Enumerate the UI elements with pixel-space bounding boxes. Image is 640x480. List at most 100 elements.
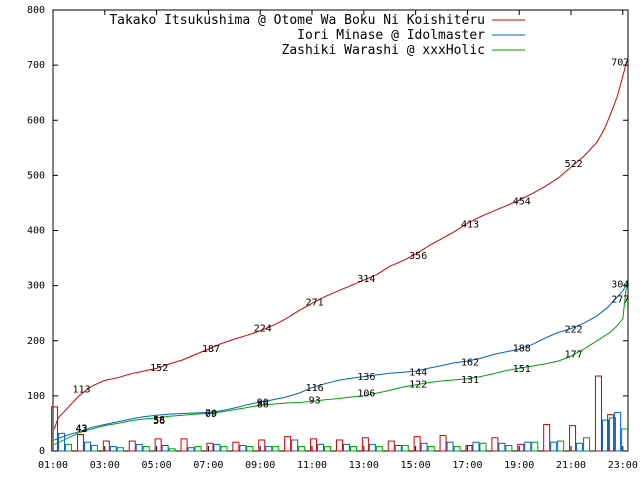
bar-series-1 xyxy=(284,436,292,452)
bar-series-2 xyxy=(576,442,584,452)
bar-series-1 xyxy=(154,438,162,452)
bar-series-1 xyxy=(310,438,318,452)
x-tick-label: 13:00 xyxy=(349,460,379,471)
bar-series-3 xyxy=(479,442,487,452)
data-label-series-1: 522 xyxy=(565,159,583,170)
data-label-series-1: 314 xyxy=(357,274,375,285)
bar-series-2 xyxy=(524,441,532,452)
data-label-series-3: 177 xyxy=(565,349,583,360)
data-label-series-1: 413 xyxy=(461,219,479,230)
bar-series-2 xyxy=(109,446,117,452)
data-label-series-2: 42 xyxy=(75,424,87,435)
x-tick-label: 21:00 xyxy=(556,460,586,471)
data-labels: 113 152 187 224 271 314 356 413 454 522 707 42 58 70 9… xyxy=(72,57,629,435)
series-line-2 xyxy=(54,283,628,441)
bar-series-1 xyxy=(76,433,84,452)
bar-series-3 xyxy=(505,444,513,452)
bar-series-3 xyxy=(272,446,280,452)
bar-series-1 xyxy=(594,375,602,452)
data-label-series-3: 151 xyxy=(513,364,531,375)
bar-series-1 xyxy=(206,442,214,452)
x-tick-label: 07:00 xyxy=(193,460,223,471)
legend-label-series-3: Zashiki Warashi @ xxxHolic xyxy=(282,43,486,58)
legend-label-series-2: Iori Minase @ Idolmaster xyxy=(297,28,485,43)
bar-series-3 xyxy=(557,440,565,452)
x-tick-label: 03:00 xyxy=(90,460,120,471)
y-tick-label: 600 xyxy=(27,115,45,126)
bar-series-2 xyxy=(342,443,350,452)
x-tick-label: 01:00 xyxy=(38,460,68,471)
bar-series-1 xyxy=(128,440,136,452)
bar-series-3 xyxy=(194,446,202,452)
data-label-series-3: 93 xyxy=(309,396,321,407)
data-label-series-1: 152 xyxy=(150,363,168,374)
bar-series-2 xyxy=(614,411,622,452)
data-label-series-3: 43 xyxy=(75,423,87,434)
bars-group xyxy=(51,375,629,452)
x-tick-label: 23:00 xyxy=(608,460,638,471)
data-label-series-1: 454 xyxy=(513,197,531,208)
series-line-1 xyxy=(53,61,628,430)
data-label-series-3: 304 xyxy=(611,279,629,290)
bar-series-1 xyxy=(361,437,369,452)
bar-series-1 xyxy=(258,439,266,452)
x-tick-label: 19:00 xyxy=(504,460,534,471)
bar-series-1 xyxy=(543,424,551,452)
data-label-series-1: 707 xyxy=(611,57,629,68)
y-tick-label: 700 xyxy=(27,60,45,71)
legend: Takako Itsukushima @ Otome Wa Boku Ni Ko… xyxy=(109,13,525,58)
data-label-series-3: 69 xyxy=(205,409,217,420)
bar-series-1 xyxy=(180,438,188,452)
bar-series-1 xyxy=(387,440,395,452)
bar-series-1 xyxy=(439,435,447,452)
x-tick-label: 11:00 xyxy=(297,460,327,471)
bar-series-2 xyxy=(394,444,402,452)
bar-series-2 xyxy=(187,447,195,452)
bar-series-2 xyxy=(135,443,143,452)
y-tick-label: 200 xyxy=(27,336,45,347)
bar-series-2 xyxy=(472,441,480,452)
y-axis: 0 100 200 300 400 500 600 700 800 xyxy=(27,5,628,457)
data-label-series-1: 356 xyxy=(409,251,427,262)
bar-series-2 xyxy=(498,442,506,452)
plot-frame xyxy=(52,9,629,452)
bar-series-2 xyxy=(446,441,454,452)
data-label-series-1: 187 xyxy=(202,344,220,355)
bar-series-3 xyxy=(375,446,383,452)
bar-series-3 xyxy=(427,446,435,452)
bar-series-3 xyxy=(349,446,357,452)
bar-series-3 xyxy=(401,444,409,452)
data-label-series-2: 222 xyxy=(565,325,583,336)
data-label-series-3: 86 xyxy=(257,400,269,411)
y-tick-label: 100 xyxy=(27,391,45,402)
y-tick-label: 0 xyxy=(39,446,45,457)
bar-series-1 xyxy=(413,436,421,452)
bar-series-2 xyxy=(368,443,376,452)
data-label-series-2: 136 xyxy=(357,372,375,383)
bar-series-2 xyxy=(550,441,558,452)
bar-series-2 xyxy=(601,419,609,452)
data-label-series-2: 58 xyxy=(153,415,165,426)
data-label-series-3: 56 xyxy=(153,416,165,427)
bar-series-3 xyxy=(116,447,124,452)
data-label-series-2: 277 xyxy=(611,294,629,305)
data-label-series-2: 116 xyxy=(306,383,324,394)
data-label-series-3: 106 xyxy=(357,389,375,400)
x-tick-label: 05:00 xyxy=(142,460,172,471)
bar-series-1 xyxy=(232,441,240,452)
bar-series-2 xyxy=(420,442,428,452)
data-label-series-2: 70 xyxy=(205,408,217,419)
bar-series-1 xyxy=(491,437,499,452)
series-lines xyxy=(53,61,628,445)
x-tick-label: 09:00 xyxy=(245,460,275,471)
bar-series-3 xyxy=(142,446,150,452)
bar-series-2 xyxy=(161,444,169,452)
legend-label-series-1: Takako Itsukushima @ Otome Wa Boku Ni Ko… xyxy=(109,13,485,28)
bar-series-3 xyxy=(90,444,98,452)
bar-series-3 xyxy=(168,448,176,452)
bar-series-1 xyxy=(335,439,343,452)
bar-series-3 xyxy=(246,446,254,452)
data-label-series-3: 122 xyxy=(409,380,427,391)
bar-series-2 xyxy=(239,444,247,452)
bar-series-3 xyxy=(220,446,228,452)
